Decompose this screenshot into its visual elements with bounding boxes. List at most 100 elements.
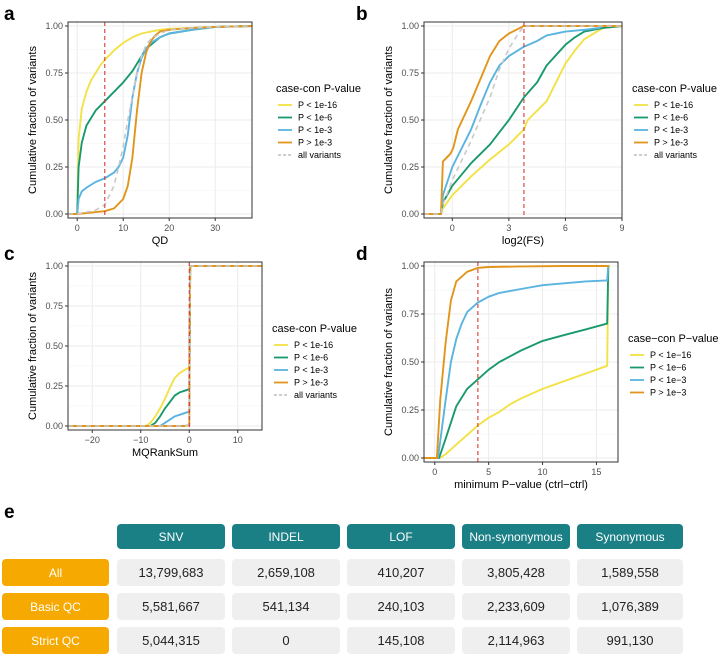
y-axis-title: Cumulative fraction of variants [383, 288, 395, 436]
series-line-4 [68, 25, 253, 215]
table-cell: 541,134 [232, 593, 340, 620]
legend-label-1: P < 1e-6 [654, 113, 688, 123]
summary-table: e SNV INDEL LOF Non-synonymous Synonymou… [0, 502, 720, 655]
x-tick-label: 9 [619, 223, 624, 233]
x-tick-label: 0 [432, 467, 437, 477]
legend-label-3: P > 1e−3 [650, 388, 686, 398]
x-tick-label: 6 [563, 223, 568, 233]
row-label-strict-qc: Strict QC [2, 627, 109, 654]
panel-c: c 0.00 0.25 0.50 0.75 1.00 −20 −10 0 10 MQRankSum… [4, 244, 357, 459]
table-cell: 5,581,667 [117, 593, 225, 620]
table-cell: 991,130 [577, 627, 683, 654]
legend-label-3: P > 1e-3 [294, 378, 328, 388]
legend-label-4: all variants [654, 150, 698, 160]
x-axis-title: MQRankSum [132, 447, 198, 459]
legend-label-1: P < 1e−6 [650, 363, 686, 373]
legend-title: case-con P-value [632, 83, 717, 95]
figure-canvas: a 0.000.250.500.751.000 10 20 30QDCumulativ… [4, 4, 719, 491]
table-cell: 5,044,315 [117, 627, 225, 654]
plot-area-b: 0.00 0.25 0.50 0.75 1.00 0 3 6 9 log2(FS) Cumulati… [383, 21, 717, 247]
series-line-2 [68, 25, 253, 215]
column-header-snv: SNV [117, 524, 225, 549]
x-tick-label: 30 [210, 223, 220, 233]
legend-label-0: P < 1e−16 [650, 350, 691, 360]
table-cell: 145,108 [347, 627, 455, 654]
series-line-2 [424, 265, 610, 459]
y-tick-label: 0.25 [401, 405, 419, 415]
legend-label-0: P < 1e-16 [294, 340, 333, 350]
column-header-indel: INDEL [232, 524, 340, 549]
x-tick-label: 15 [591, 467, 601, 477]
x-tick-label: 10 [233, 435, 243, 445]
y-tick-label: 0.25 [45, 162, 63, 172]
series-line-1 [424, 265, 610, 459]
x-axis-title: minimum P−value (ctrl−ctrl) [454, 479, 588, 491]
legend-title: case-con P-value [272, 323, 357, 335]
series-line-3 [424, 265, 610, 459]
plot-area-c: 0.00 0.25 0.50 0.75 1.00 −20 −10 0 10 MQRankSum Cu… [27, 261, 357, 459]
y-tick-label: 1.00 [401, 21, 419, 31]
table-cell: 1,076,389 [577, 593, 683, 620]
y-tick-label: 1.00 [45, 21, 63, 31]
y-tick-label: 1.00 [401, 261, 419, 271]
panel-letter-a: a [4, 4, 15, 25]
y-tick-label: 0.75 [401, 68, 419, 78]
legend-label-0: P < 1e-16 [298, 100, 337, 110]
series-line-3 [424, 25, 622, 215]
y-tick-label: 0.00 [45, 209, 63, 219]
y-tick-label: 0.50 [401, 115, 419, 125]
table-cell: 0 [232, 627, 340, 654]
y-axis-title: Cumulative fraction of variants [383, 46, 395, 194]
table-cell: 1,589,558 [577, 559, 683, 586]
y-tick-label: 0.00 [45, 421, 63, 431]
legend-label-1: P < 1e-6 [294, 353, 328, 363]
table-cell: 2,114,963 [462, 627, 570, 654]
panel-letter-e: e [4, 502, 15, 523]
legend-label-1: P < 1e-6 [298, 113, 332, 123]
y-axis-title: Cumulative fraction of variants [27, 272, 39, 420]
x-tick-label: 10 [538, 467, 548, 477]
legend-label-2: P < 1e-3 [298, 125, 332, 135]
column-header-lof: LOF [347, 524, 455, 549]
legend-label-3: P > 1e-3 [298, 138, 332, 148]
legend-label-3: P > 1e-3 [654, 138, 688, 148]
x-tick-label: 0 [187, 435, 192, 445]
legend-label-2: P < 1e-3 [654, 125, 688, 135]
y-tick-label: 0.75 [401, 309, 419, 319]
row-label-basic-qc: Basic QC [2, 593, 109, 620]
x-tick-label: 5 [486, 467, 491, 477]
x-tick-label: 3 [506, 223, 511, 233]
y-tick-label: 0.50 [45, 341, 63, 351]
y-tick-label: 0.50 [45, 115, 63, 125]
panel-b: b 0.00 0.25 0.50 0.75 1.00 0 3 6 9 log2(FS) Cumula… [356, 4, 717, 247]
panel-letter-c: c [4, 244, 15, 265]
x-tick-label: 10 [118, 223, 128, 233]
column-header-nonsynonymous: Non-synonymous [462, 524, 570, 549]
table-cell: 410,207 [347, 559, 455, 586]
table-cell: 3,805,428 [462, 559, 570, 586]
series-line-0 [424, 265, 610, 459]
panel-letter-b: b [356, 4, 368, 25]
table-cell: 240,103 [347, 593, 455, 620]
row-label-all: All [2, 559, 109, 586]
legend-label-4: all variants [298, 150, 342, 160]
x-axis-title: QD [152, 235, 169, 247]
series-line-0 [424, 25, 623, 215]
table-cell: 13,799,683 [117, 559, 225, 586]
legend-title: case−con P−value [628, 333, 719, 345]
panel-letter-d: d [356, 244, 368, 265]
plot-area-a: 0.00 0.25 0.50 0.75 1.00 0 10 20 30 QD Cumulative … [27, 21, 361, 247]
series-line-4 [424, 25, 622, 215]
x-tick-label: 0 [450, 223, 455, 233]
y-tick-label: 0.50 [401, 357, 419, 367]
y-tick-label: 0.75 [45, 68, 63, 78]
x-axis-title: log2(FS) [502, 235, 544, 247]
column-header-synonymous: Synonymous [577, 524, 683, 549]
y-tick-label: 0.00 [401, 209, 419, 219]
y-tick-label: 0.25 [401, 162, 419, 172]
series-line-0 [68, 25, 253, 215]
legend-title: case-con P-value [276, 83, 361, 95]
legend-label-2: P < 1e−3 [650, 375, 686, 385]
